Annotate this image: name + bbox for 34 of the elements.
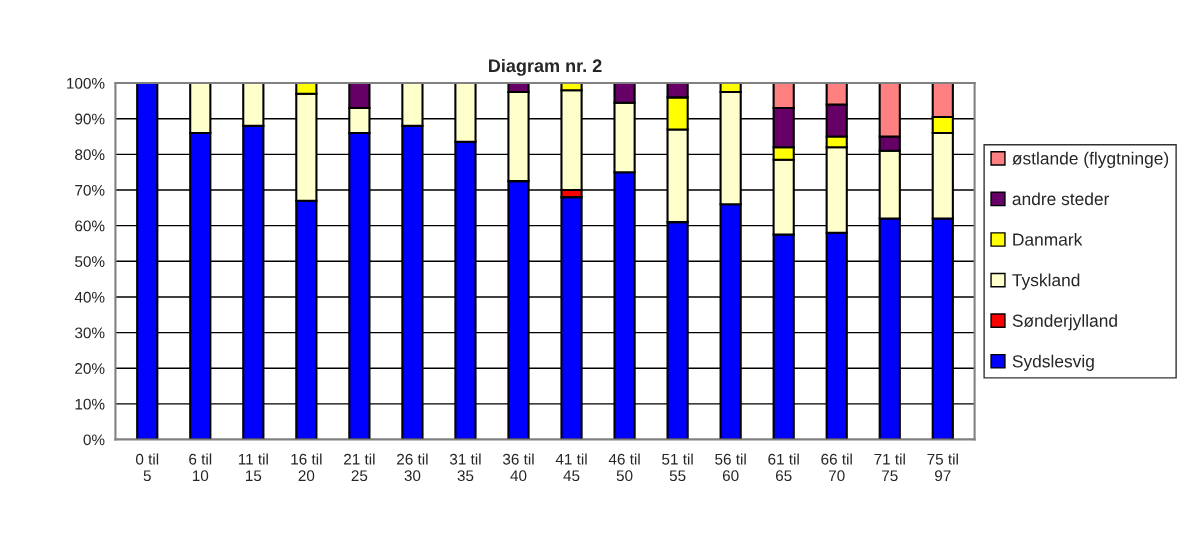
y-tick-label: 20%	[75, 363, 105, 374]
y-tick-label: 50%	[75, 256, 105, 267]
legend-label: Sønderjylland	[1012, 314, 1117, 331]
legend-label: Danmark	[1013, 232, 1083, 246]
legend-label: Tyskland	[1012, 273, 1080, 290]
y-tick-label: 0%	[83, 434, 105, 446]
x-tick-label: 61 til 65	[768, 453, 799, 482]
x-tick-label: 0 til 5	[135, 453, 159, 482]
x-tick-label: 56 til 60	[715, 453, 746, 482]
y-tick-label: 80%	[75, 149, 105, 161]
x-tick-label: 21 til 25	[344, 453, 375, 482]
y-tick-label: 30%	[75, 327, 105, 339]
y-tick-label: 40%	[74, 291, 105, 303]
x-tick-label: 46 til 50	[608, 453, 640, 482]
chart-title: Diagram nr. 2	[489, 58, 602, 76]
x-tick-label: 51 til 55	[662, 453, 693, 482]
legend-label: Sydslesvig	[1012, 354, 1094, 371]
y-tick-label: 100%	[67, 77, 105, 89]
y-tick-label: 10%	[75, 398, 105, 410]
legend-label: østlande (flygtninge)	[1012, 151, 1169, 168]
x-tick-label: 11 til 15	[238, 453, 268, 482]
y-tick-label: 90%	[75, 113, 105, 125]
x-tick-label: 41 til 45	[555, 453, 587, 482]
x-tick-label: 31 til 35	[449, 453, 481, 482]
legend-label: andre steder	[1012, 192, 1110, 206]
x-tick-label: 26 til 30	[397, 453, 428, 482]
x-tick-label: 66 til 70	[821, 453, 852, 482]
x-tick-label: 75 til 97	[927, 453, 958, 482]
x-tick-label: 6 til 10	[189, 453, 212, 482]
x-tick-label: 71 til 75	[874, 453, 905, 482]
y-tick-label: 70%	[75, 184, 105, 196]
x-tick-label: 16 til 20	[291, 453, 322, 482]
y-tick-label: 60%	[75, 220, 105, 232]
x-tick-label: 36 til 40	[502, 453, 534, 482]
